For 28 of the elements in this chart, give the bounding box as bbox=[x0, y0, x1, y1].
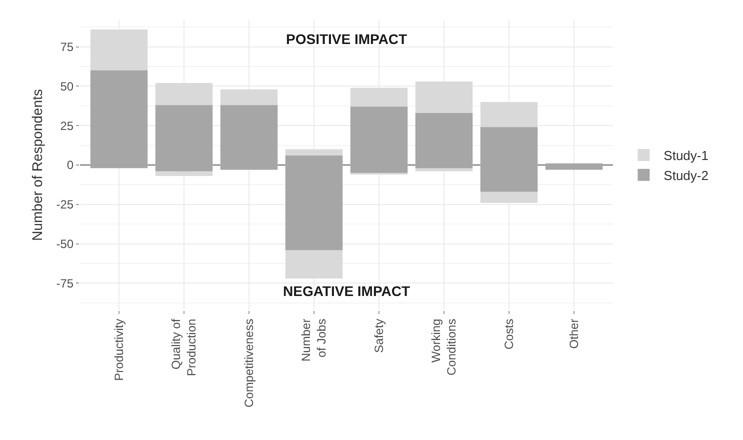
x-tick-label: Safety bbox=[372, 318, 386, 353]
bar bbox=[415, 112, 473, 168]
bar bbox=[285, 156, 343, 250]
x-tick-label: Number of Jobs bbox=[299, 318, 329, 362]
x-tick-label: Quality of Production bbox=[169, 318, 199, 376]
bar bbox=[545, 163, 603, 170]
bar bbox=[90, 70, 148, 168]
x-tick-label: Costs bbox=[502, 318, 516, 350]
bar bbox=[480, 127, 538, 192]
annotation: NEGATIVE IMPACT bbox=[283, 283, 410, 299]
x-tick-label: Working Conditions bbox=[429, 318, 459, 376]
bar bbox=[350, 106, 408, 173]
y-tick-label: -75 bbox=[56, 276, 74, 290]
bar bbox=[155, 105, 213, 172]
y-tick-label: -25 bbox=[56, 198, 74, 212]
y-tick-label: 50 bbox=[60, 79, 74, 94]
y-tick-label: 0 bbox=[66, 158, 74, 172]
y-axis-title: Number of Respondents bbox=[29, 89, 45, 241]
y-tick-label: 25 bbox=[60, 118, 74, 133]
x-tick-label: Productivity bbox=[112, 318, 126, 381]
x-tick-label: Other bbox=[566, 318, 581, 349]
legend-label: Study-2 bbox=[664, 168, 708, 183]
bar bbox=[220, 105, 278, 170]
y-tick-label: 75 bbox=[60, 40, 74, 54]
legend-label: Study-1 bbox=[664, 148, 708, 164]
y-tick-label: -50 bbox=[56, 237, 74, 251]
x-tick-label: Competitiveness bbox=[242, 318, 256, 408]
annotation: POSITIVE IMPACT bbox=[286, 31, 408, 47]
